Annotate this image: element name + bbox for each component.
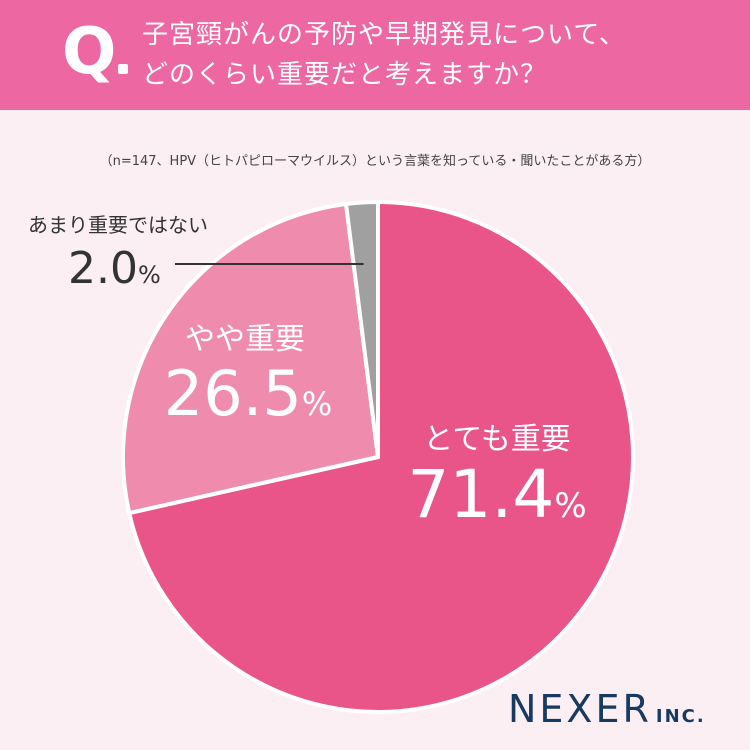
pie-slices <box>121 199 635 714</box>
slice-value-very-important: 71.4% <box>407 456 586 533</box>
slice-label-somewhat-important: やや重要 <box>185 322 305 357</box>
logo-main-text: NEXER <box>508 687 652 731</box>
question-text-line2: どのくらい重要だと考えますか？ <box>142 60 548 90</box>
pie-slice-3 <box>344 199 380 459</box>
logo-sub-text: INC. <box>655 706 706 727</box>
sample-note: （n=147、HPV（ヒトパピローマウイルス）という言葉を知っている・聞いたこと… <box>99 154 651 169</box>
pie-slice-1 <box>127 200 635 714</box>
question-mark-dot <box>118 64 128 74</box>
pie-slice-2 <box>121 202 380 516</box>
slice-label-not-very-important: あまり重要ではない <box>28 213 208 237</box>
question-mark-q: Q <box>62 15 117 89</box>
company-logo: NEXER INC. <box>508 690 706 728</box>
question-header: Q 子宮頸がんの予防や早期発見について、 どのくらい重要だと考えますか？ <box>0 0 750 110</box>
question-text-line1: 子宮頸がんの予防や早期発見について、 <box>142 20 626 50</box>
slice-value-somewhat-important: 26.5% <box>164 357 332 430</box>
slice-value-not-very-important: 2.0% <box>68 243 161 294</box>
slice-label-very-important: とても重要 <box>423 422 571 457</box>
